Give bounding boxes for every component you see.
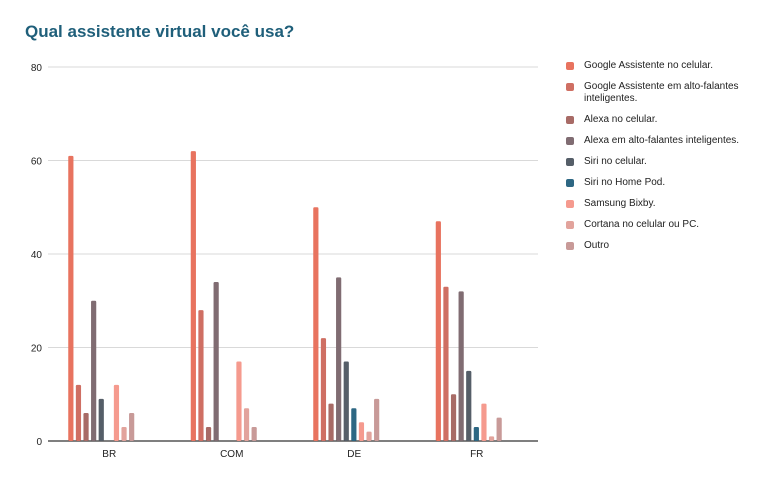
- bar-br-3: [91, 300, 97, 441]
- bar-fr-0: [435, 221, 441, 441]
- bar-de-1: [320, 338, 327, 441]
- y-tick-label: 80: [31, 63, 43, 74]
- legend-swatch: [566, 221, 574, 229]
- legend-item: Alexa em alto-falantes inteligentes.: [566, 135, 776, 147]
- bar-br-4: [98, 398, 104, 441]
- bar-br-0: [68, 155, 74, 441]
- legend-label: Alexa em alto-falantes inteligentes.: [584, 135, 740, 146]
- x-tick-label: DE: [347, 449, 361, 460]
- legend-label: Google Assistente em alto-falantes intel…: [584, 81, 739, 104]
- bar-de-8: [374, 398, 380, 441]
- y-tick-label: 40: [31, 250, 43, 261]
- bar-br-7: [121, 426, 127, 441]
- legend-swatch: [566, 62, 574, 70]
- bar-de-5: [351, 408, 357, 441]
- legend-item: Outro: [566, 240, 776, 252]
- legend-label: Google Assistente no celular.: [584, 60, 713, 71]
- legend-swatch: [566, 179, 574, 187]
- bar-de-6: [358, 422, 365, 441]
- bar-com-8: [251, 426, 257, 441]
- bar-com-6: [236, 361, 242, 441]
- legend-label: Siri no celular.: [584, 156, 647, 167]
- legend-swatch: [566, 200, 574, 208]
- bar-de-4: [343, 361, 349, 441]
- legend-label: Cortana no celular ou PC.: [584, 219, 700, 230]
- bar-de-2: [328, 403, 334, 441]
- bar-br-2: [83, 412, 89, 441]
- chart-title: Qual assistente virtual você usa?: [25, 22, 295, 41]
- bar-fr-3: [458, 291, 464, 441]
- legend-label: Siri no Home Pod.: [584, 177, 666, 188]
- legend-label: Outro: [584, 240, 610, 251]
- legend-item: Siri no celular.: [566, 156, 776, 168]
- bar-fr-5: [473, 426, 479, 441]
- legend-item: Alexa no celular.: [566, 114, 776, 126]
- bar-de-0: [313, 207, 319, 441]
- bar-br-8: [129, 412, 135, 441]
- chart-legend: Google Assistente no celular. Google Assi…: [566, 60, 776, 261]
- legend-swatch: [566, 158, 574, 166]
- legend-item: Cortana no celular ou PC.: [566, 219, 776, 231]
- bar-br-6: [113, 384, 120, 441]
- legend-swatch: [566, 137, 574, 145]
- bar-com-1: [198, 310, 204, 441]
- legend-swatch: [566, 116, 574, 124]
- legend-label: Samsung Bixby.: [584, 198, 656, 209]
- bar-de-7: [366, 431, 372, 441]
- bar-fr-1: [443, 286, 449, 441]
- legend-swatch: [566, 242, 574, 250]
- x-tick-label: BR: [102, 449, 116, 460]
- bar-de-3: [336, 277, 342, 441]
- bar-fr-7: [488, 436, 495, 441]
- bar-com-3: [213, 282, 219, 441]
- legend-item: Google Assistente em alto-falantes intel…: [566, 81, 776, 105]
- x-tick-label: COM: [220, 449, 243, 460]
- legend-item: Google Assistente no celular.: [566, 60, 776, 72]
- bar-fr-2: [450, 394, 457, 441]
- bar-fr-6: [481, 403, 487, 441]
- legend-label: Alexa no celular.: [584, 114, 658, 125]
- bar-chart: 0 20 40 60 80 BR COM DE FR: [31, 63, 538, 460]
- bar-br-1: [75, 384, 82, 441]
- y-tick-label: 0: [36, 437, 42, 448]
- x-tick-label: FR: [470, 449, 483, 460]
- legend-item: Siri no Home Pod.: [566, 177, 776, 189]
- bar-com-7: [243, 408, 250, 441]
- bar-fr-4: [466, 370, 472, 441]
- bar-com-0: [190, 151, 196, 441]
- legend-item: Samsung Bixby.: [566, 198, 776, 210]
- y-tick-label: 60: [31, 157, 43, 168]
- bar-com-2: [205, 426, 212, 441]
- y-tick-label: 20: [31, 344, 43, 355]
- legend-swatch: [566, 83, 574, 91]
- bar-fr-8: [496, 417, 502, 441]
